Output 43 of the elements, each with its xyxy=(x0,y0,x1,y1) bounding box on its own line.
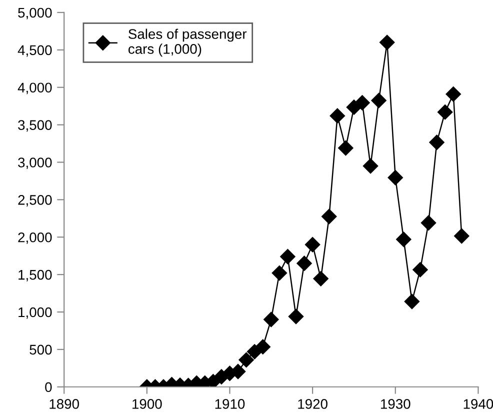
point xyxy=(380,34,395,50)
y-tick-label: 4,000 xyxy=(18,82,52,94)
point xyxy=(338,140,354,156)
point xyxy=(354,95,370,110)
y-tick-label: 500 xyxy=(30,344,52,355)
point xyxy=(396,232,412,247)
y-tick-label: 0 xyxy=(45,382,52,392)
legend-label: Sales of passenger cars (1,000) xyxy=(128,28,247,57)
x-tick-label: 1940 xyxy=(464,399,493,409)
point xyxy=(429,134,444,150)
point xyxy=(304,237,320,252)
x-tick-label: 1900 xyxy=(132,399,162,409)
point xyxy=(330,108,345,124)
y-tick-label: 2,500 xyxy=(18,195,52,206)
x-tick-label: 1910 xyxy=(215,399,245,409)
point xyxy=(438,104,453,120)
y-tick-label: 4,500 xyxy=(18,45,52,57)
y-tick-label: 1,000 xyxy=(18,307,52,319)
point xyxy=(255,339,270,354)
point xyxy=(272,265,287,281)
point xyxy=(388,170,403,186)
point xyxy=(264,312,279,328)
point xyxy=(362,158,378,174)
point xyxy=(371,92,386,108)
point xyxy=(446,86,461,102)
point xyxy=(454,228,470,244)
y-tick-label: 1,500 xyxy=(18,270,52,282)
point xyxy=(288,308,304,324)
point xyxy=(404,294,420,310)
y-tick-label: 5,000 xyxy=(18,8,52,20)
point xyxy=(280,249,296,264)
point xyxy=(412,262,428,278)
y-tick-label: 3,000 xyxy=(18,158,52,170)
point xyxy=(238,352,254,368)
point xyxy=(313,271,328,286)
x-tick-label: 1890 xyxy=(50,399,79,409)
point xyxy=(322,208,337,224)
x-tick-label: 1920 xyxy=(298,399,328,409)
x-tick-label: 1930 xyxy=(381,399,410,409)
y-tick-label: 3,500 xyxy=(18,120,52,132)
point xyxy=(420,215,436,230)
y-tick-label: 2,000 xyxy=(18,232,52,244)
point xyxy=(296,256,312,271)
